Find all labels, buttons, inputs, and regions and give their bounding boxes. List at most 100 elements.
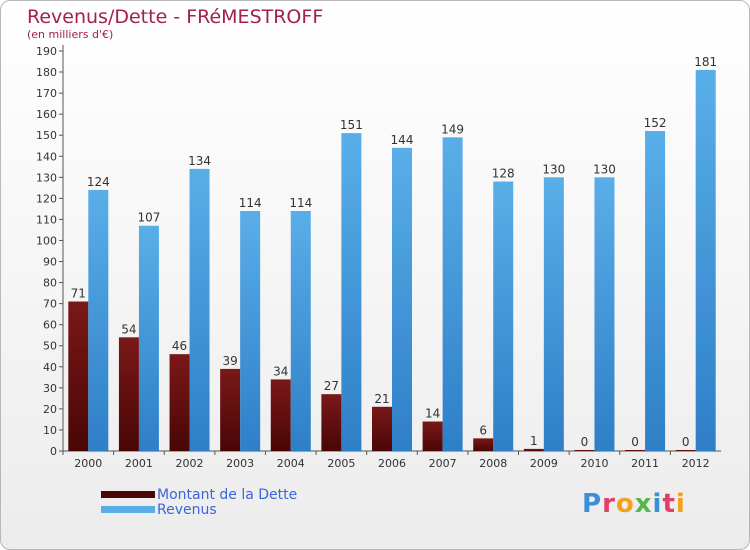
y-tick-label: 190 [36, 45, 57, 58]
bar-revenus [240, 211, 261, 451]
y-tick-label: 20 [43, 403, 57, 416]
x-tick-label: 2004 [277, 457, 305, 470]
y-tick-label: 160 [36, 108, 57, 121]
bar-revenus [392, 147, 412, 451]
bar-revenus [645, 131, 666, 451]
x-tick-label: 2000 [74, 457, 102, 470]
bar-revenus [543, 177, 564, 451]
data-label-dette: 34 [273, 364, 288, 378]
data-label-dette: 27 [324, 379, 339, 393]
bar-revenus [594, 177, 615, 451]
x-tick-label: 2010 [580, 457, 608, 470]
y-tick-label: 110 [36, 213, 57, 226]
data-label-revenus: 128 [492, 167, 515, 181]
data-label-dette: 0 [682, 435, 690, 449]
y-tick-label: 140 [36, 150, 57, 163]
x-tick-label: 2007 [429, 457, 457, 470]
data-label-revenus: 149 [441, 122, 464, 136]
legend-item-dette: Montant de la Dette [101, 486, 298, 503]
proxiti-logo: Proxiti [582, 489, 686, 519]
legend-item-revenus: Revenus [101, 501, 297, 518]
logo-letter: t [662, 489, 676, 519]
logo-letter: r [602, 489, 616, 519]
data-label-dette: 6 [479, 423, 487, 437]
data-label-dette: 0 [581, 435, 589, 449]
data-label-dette: 71 [71, 287, 86, 301]
y-tick-label: 170 [36, 87, 57, 100]
legend-label-dette: Montant de la Dette [157, 486, 298, 503]
bar-revenus [290, 211, 311, 451]
bar-dette [220, 368, 241, 451]
logo-letter: i [675, 489, 686, 519]
logo-letter: P [582, 489, 603, 519]
y-tick-label: 120 [36, 192, 57, 205]
bar-revenus [341, 133, 362, 451]
x-tick-label: 2005 [327, 457, 355, 470]
y-tick-label: 40 [43, 361, 57, 374]
bar-dette [422, 421, 443, 451]
legend-label-revenus: Revenus [157, 501, 217, 518]
x-tick-label: 2011 [631, 457, 659, 470]
data-label-revenus: 130 [542, 162, 565, 176]
data-label-revenus: 144 [391, 133, 414, 147]
bar-revenus [88, 189, 109, 451]
bar-dette [270, 379, 291, 451]
bar-dette [574, 450, 595, 451]
chart-subtitle: (en milliers d'€) [27, 28, 114, 41]
bar-dette [523, 448, 544, 451]
bar-dette [169, 354, 190, 451]
data-label-dette: 14 [425, 407, 440, 421]
bar-dette [675, 450, 696, 451]
data-label-revenus: 107 [137, 211, 160, 225]
x-tick-label: 2001 [125, 457, 153, 470]
data-label-dette: 39 [223, 354, 238, 368]
data-label-revenus: 134 [188, 154, 211, 168]
bar-dette [372, 406, 392, 451]
y-tick-label: 0 [50, 445, 57, 458]
logo-letter: i [652, 489, 663, 519]
data-label-revenus: 130 [593, 162, 616, 176]
chart-title: Revenus/Dette - FRéMESTROFF [27, 6, 324, 28]
y-tick-label: 130 [36, 171, 57, 184]
x-tick-label: 2006 [378, 457, 406, 470]
y-tick-label: 80 [43, 277, 57, 290]
x-tick-label: 2009 [530, 457, 558, 470]
x-tick-label: 2012 [682, 457, 710, 470]
legend-swatch-dette [101, 491, 155, 498]
y-tick-label: 10 [43, 424, 57, 437]
bar-revenus [493, 181, 514, 452]
data-label-dette: 46 [172, 339, 187, 353]
bar-dette [118, 337, 139, 451]
data-label-revenus: 181 [694, 55, 717, 69]
data-label-dette: 0 [631, 435, 639, 449]
data-label-revenus: 114 [289, 196, 312, 210]
data-label-revenus: 152 [644, 116, 667, 130]
y-tick-label: 180 [36, 66, 57, 79]
x-tick-label: 2008 [479, 457, 507, 470]
bar-dette [473, 438, 494, 451]
bar-revenus [695, 69, 716, 452]
y-tick-label: 30 [43, 382, 57, 395]
data-label-revenus: 151 [340, 118, 363, 132]
bar-revenus [189, 168, 210, 452]
y-tick-label: 90 [43, 256, 57, 269]
data-labels: 71 124 54 107 46 134 39 114 34 114 27 151 21 144 14 149… [71, 55, 717, 449]
bar-revenus [138, 225, 159, 451]
bars [68, 69, 716, 452]
bar-revenus [442, 137, 463, 451]
data-label-dette: 54 [121, 322, 136, 336]
bar-dette [321, 394, 342, 451]
logo-letter: x [634, 489, 653, 519]
y-tick-label: 50 [43, 340, 57, 353]
data-label-revenus: 114 [239, 196, 262, 210]
bar-dette [625, 450, 646, 451]
data-label-revenus: 124 [87, 175, 110, 189]
bar-dette [68, 301, 89, 451]
y-tick-label: 150 [36, 129, 57, 142]
y-tick-label: 100 [36, 234, 57, 247]
x-tick-label: 2003 [226, 457, 254, 470]
data-label-dette: 21 [374, 392, 389, 406]
logo-letter: o [615, 489, 635, 519]
